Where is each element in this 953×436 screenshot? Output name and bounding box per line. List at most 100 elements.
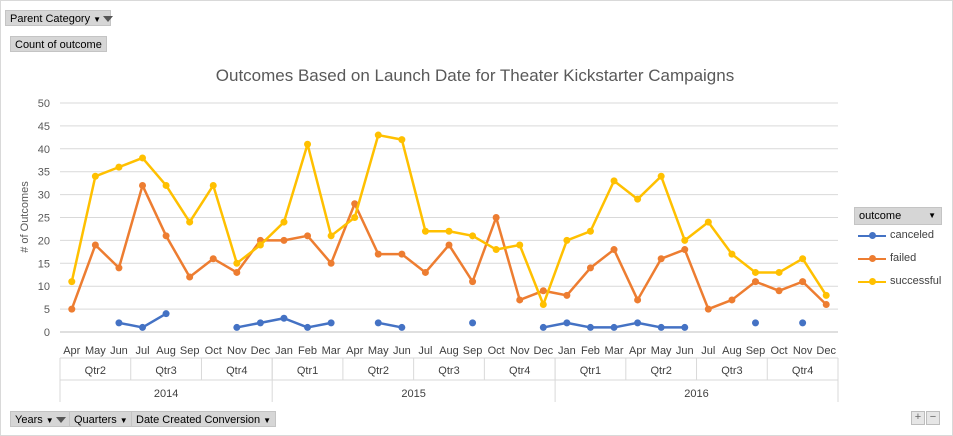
data-point[interactable] [398,323,406,331]
data-point[interactable] [162,310,170,318]
data-point[interactable] [91,241,99,249]
data-point[interactable] [233,259,241,267]
data-point[interactable] [421,227,429,235]
quarter-label: Qtr4 [792,365,813,377]
data-point[interactable] [327,259,335,267]
data-point[interactable] [539,323,547,331]
data-point[interactable] [256,241,264,249]
data-point[interactable] [374,250,382,258]
data-point[interactable] [751,278,759,286]
data-point[interactable] [657,255,665,263]
data-point[interactable] [469,232,477,240]
data-point[interactable] [751,268,759,276]
data-point[interactable] [586,323,594,331]
data-point[interactable] [775,287,783,295]
data-point[interactable] [516,296,524,304]
data-point[interactable] [728,296,736,304]
data-point[interactable] [610,323,618,331]
data-point[interactable] [374,131,382,139]
data-point[interactable] [445,227,453,235]
data-point[interactable] [799,319,807,327]
count-of-outcome-field[interactable]: Count of outcome [10,36,107,52]
data-point[interactable] [657,323,665,331]
data-point[interactable] [304,140,312,148]
data-point[interactable] [563,291,571,299]
data-point[interactable] [492,246,500,254]
data-point[interactable] [421,268,429,276]
data-point[interactable] [327,232,335,240]
data-point[interactable] [751,319,759,327]
data-point[interactable] [539,287,547,295]
data-point[interactable] [233,323,241,331]
data-point[interactable] [539,301,547,309]
data-point[interactable] [139,323,147,331]
data-point[interactable] [822,291,830,299]
data-point[interactable] [775,268,783,276]
quarters-field[interactable]: Quarters ▼ [69,411,133,427]
data-point[interactable] [280,236,288,244]
data-point[interactable] [586,264,594,272]
legend-item-successful[interactable]: successful [854,271,942,294]
data-point[interactable] [563,236,571,244]
data-point[interactable] [280,218,288,226]
data-point[interactable] [469,319,477,327]
legend-outcome-filter[interactable]: outcome ▼ [854,207,942,225]
data-point[interactable] [634,319,642,327]
data-point[interactable] [704,305,712,313]
data-point[interactable] [115,319,123,327]
legend-item-canceled[interactable]: canceled [854,225,942,248]
data-point[interactable] [822,301,830,309]
data-point[interactable] [115,163,123,171]
data-point[interactable] [162,181,170,189]
data-point[interactable] [186,273,194,281]
data-point[interactable] [799,278,807,286]
data-point[interactable] [256,319,264,327]
data-point[interactable] [351,214,359,221]
collapse-button[interactable]: − [926,411,940,425]
data-point[interactable] [139,154,147,162]
data-point[interactable] [469,278,477,286]
data-point[interactable] [799,255,807,263]
data-point[interactable] [610,246,618,254]
data-point[interactable] [68,305,76,313]
data-point[interactable] [374,319,382,327]
legend-item-failed[interactable]: failed [854,248,942,271]
data-point[interactable] [610,177,618,185]
data-point[interactable] [634,296,642,304]
x-tick-label: May [368,345,389,357]
data-point[interactable] [68,278,76,286]
chart-title: Outcomes Based on Launch Date for Theate… [216,66,734,85]
parent-category-filter[interactable]: Parent Category ▼ [5,10,114,26]
data-point[interactable] [704,218,712,226]
data-point[interactable] [681,246,689,254]
expand-button[interactable]: + [911,411,925,425]
data-point[interactable] [445,241,453,249]
data-point[interactable] [139,181,147,189]
data-point[interactable] [728,250,736,258]
data-point[interactable] [209,255,217,263]
data-point[interactable] [516,241,524,249]
data-point[interactable] [233,268,241,276]
data-point[interactable] [657,172,665,180]
data-point[interactable] [91,172,99,180]
data-point[interactable] [634,195,642,203]
data-point[interactable] [398,250,406,258]
data-point[interactable] [280,314,288,322]
date-created-field[interactable]: Date Created Conversion ▼ [131,411,277,427]
years-field[interactable]: Years ▼ [10,411,71,427]
data-point[interactable] [492,214,500,221]
data-point[interactable] [586,227,594,235]
data-point[interactable] [162,232,170,240]
data-point[interactable] [327,319,335,327]
data-point[interactable] [351,200,359,208]
data-point[interactable] [681,323,689,331]
data-point[interactable] [304,232,312,240]
data-point[interactable] [398,136,406,144]
data-point[interactable] [304,323,312,331]
data-point[interactable] [186,218,194,226]
data-point[interactable] [563,319,571,327]
data-point[interactable] [115,264,123,272]
quarter-label: Qtr4 [509,365,530,377]
data-point[interactable] [209,181,217,189]
data-point[interactable] [681,236,689,244]
